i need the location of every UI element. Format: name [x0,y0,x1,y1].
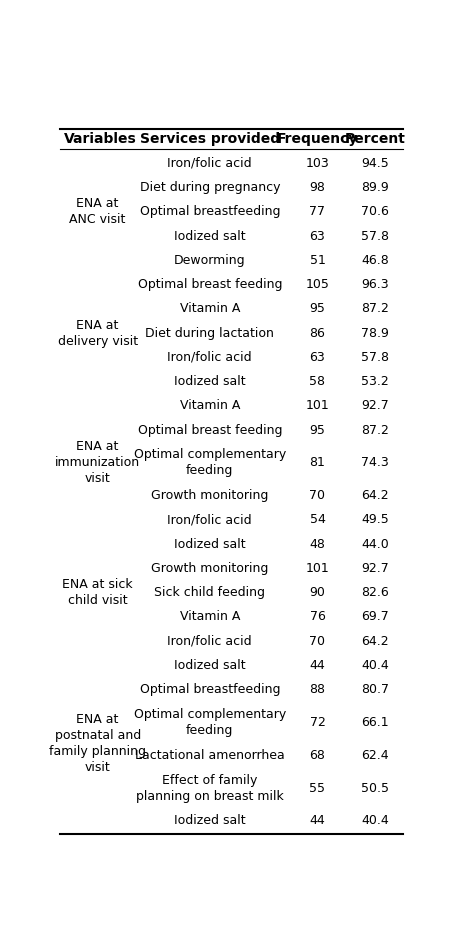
Text: 105: 105 [305,278,329,291]
Text: 68: 68 [309,749,325,762]
Text: Sick child feeding: Sick child feeding [154,586,265,599]
Text: Optimal breast feeding: Optimal breast feeding [137,424,281,437]
Text: 70: 70 [309,489,325,502]
Text: 53.2: 53.2 [361,375,388,388]
Text: 57.8: 57.8 [360,351,388,363]
Text: 66.1: 66.1 [361,716,388,729]
Text: Lactational amenorrhea: Lactational amenorrhea [134,749,284,762]
Text: 101: 101 [305,399,329,413]
Text: Effect of family
planning on breast milk: Effect of family planning on breast milk [136,773,283,802]
Text: Iodized salt: Iodized salt [174,229,245,243]
Text: 63: 63 [309,229,325,243]
Text: 44: 44 [309,659,325,672]
Text: 94.5: 94.5 [361,157,388,170]
Text: ENA at
immunization
visit: ENA at immunization visit [55,440,140,485]
Text: 44: 44 [309,815,325,827]
Text: 90: 90 [309,586,325,599]
Text: 46.8: 46.8 [361,254,388,267]
Text: Iron/folic acid: Iron/folic acid [167,514,252,527]
Text: Optimal complementary
feeding: Optimal complementary feeding [133,448,285,478]
Text: 92.7: 92.7 [361,562,388,575]
Text: Vitamin A: Vitamin A [179,399,239,413]
Text: 87.2: 87.2 [360,424,388,437]
Text: 50.5: 50.5 [360,782,388,795]
Text: 44.0: 44.0 [361,538,388,550]
Text: 88: 88 [309,683,325,697]
Text: 40.4: 40.4 [361,815,388,827]
Text: Growth monitoring: Growth monitoring [151,562,268,575]
Text: 57.8: 57.8 [360,229,388,243]
Text: Iron/folic acid: Iron/folic acid [167,634,252,648]
Text: 80.7: 80.7 [360,683,388,697]
Text: Iodized salt: Iodized salt [174,659,245,672]
Text: Variables: Variables [63,132,136,145]
Text: Iron/folic acid: Iron/folic acid [167,157,252,170]
Text: 78.9: 78.9 [360,327,388,340]
Text: Optimal breastfeeding: Optimal breastfeeding [139,683,279,697]
Text: 58: 58 [309,375,325,388]
Text: Optimal breast feeding: Optimal breast feeding [137,278,281,291]
Text: 70: 70 [309,634,325,648]
Text: Diet during pregnancy: Diet during pregnancy [139,181,279,194]
Text: Diet during lactation: Diet during lactation [145,327,274,340]
Text: Growth monitoring: Growth monitoring [151,489,268,502]
Text: 40.4: 40.4 [361,659,388,672]
Text: 49.5: 49.5 [361,514,388,527]
Text: Vitamin A: Vitamin A [179,611,239,623]
Text: ENA at
ANC visit: ENA at ANC visit [69,197,125,227]
Text: 89.9: 89.9 [361,181,388,194]
Text: 55: 55 [309,782,325,795]
Text: 103: 103 [305,157,329,170]
Text: Vitamin A: Vitamin A [179,302,239,315]
Text: 96.3: 96.3 [361,278,388,291]
Text: Services provided: Services provided [139,132,279,145]
Text: 69.7: 69.7 [361,611,388,623]
Text: 95: 95 [309,302,325,315]
Text: 64.2: 64.2 [361,634,388,648]
Text: Iodized salt: Iodized salt [174,538,245,550]
Text: 86: 86 [309,327,325,340]
Text: 98: 98 [309,181,325,194]
Text: 64.2: 64.2 [361,489,388,502]
Text: 62.4: 62.4 [361,749,388,762]
Text: 77: 77 [309,205,325,218]
Text: 74.3: 74.3 [361,456,388,469]
Text: 76: 76 [309,611,325,623]
Text: Frequency: Frequency [276,132,357,145]
Text: 63: 63 [309,351,325,363]
Text: 95: 95 [309,424,325,437]
Text: ENA at
delivery visit: ENA at delivery visit [57,318,138,347]
Text: 72: 72 [309,716,325,729]
Text: Percent: Percent [344,132,405,145]
Text: 51: 51 [309,254,325,267]
Text: 81: 81 [309,456,325,469]
Text: 101: 101 [305,562,329,575]
Text: Optimal complementary
feeding: Optimal complementary feeding [133,708,285,737]
Text: 54: 54 [309,514,325,527]
Text: 82.6: 82.6 [361,586,388,599]
Text: 48: 48 [309,538,325,550]
Text: Iodized salt: Iodized salt [174,815,245,827]
Text: 87.2: 87.2 [360,302,388,315]
Text: ENA at sick
child visit: ENA at sick child visit [62,578,133,607]
Text: Iodized salt: Iodized salt [174,375,245,388]
Text: 70.6: 70.6 [360,205,388,218]
Text: 92.7: 92.7 [361,399,388,413]
Text: Iron/folic acid: Iron/folic acid [167,351,252,363]
Text: Optimal breastfeeding: Optimal breastfeeding [139,205,279,218]
Text: ENA at
postnatal and
family planning
visit: ENA at postnatal and family planning vis… [49,713,146,774]
Text: Deworming: Deworming [174,254,245,267]
